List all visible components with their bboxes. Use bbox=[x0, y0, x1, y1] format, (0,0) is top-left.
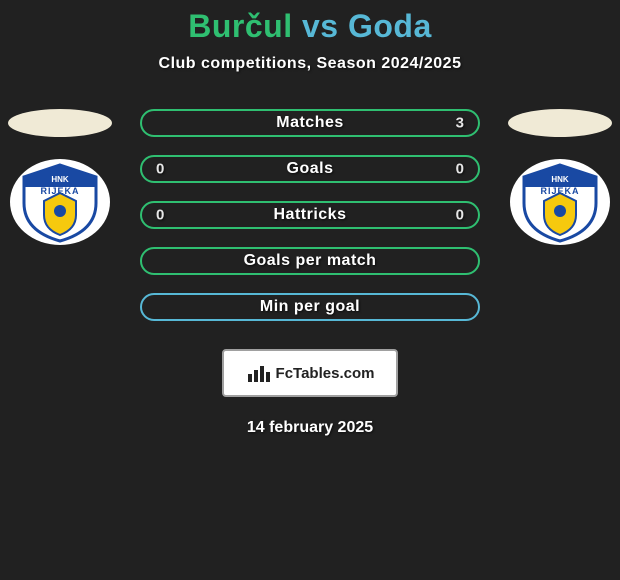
title-vs: vs bbox=[293, 8, 348, 44]
title-player1: Burčul bbox=[188, 8, 292, 44]
title-row: Burčul vs Goda bbox=[0, 0, 620, 45]
player1-silhouette bbox=[8, 109, 112, 137]
brand-text: FcTables.com bbox=[276, 365, 375, 382]
stat-left-value: 0 bbox=[156, 207, 164, 224]
stat-label: Goals bbox=[287, 160, 334, 178]
stat-pill-goals-per-match: Goals per match bbox=[140, 247, 480, 275]
stat-right-value: 0 bbox=[456, 207, 464, 224]
footer-date: 14 february 2025 bbox=[0, 419, 620, 437]
stat-pill-min-per-goal: Min per goal bbox=[140, 293, 480, 321]
page-title: Burčul vs Goda bbox=[188, 8, 432, 44]
stat-pill-matches: Matches 3 bbox=[140, 109, 480, 137]
player1-club-badge: HNK RIJEKA bbox=[10, 159, 110, 245]
stat-right-value: 3 bbox=[456, 115, 464, 132]
stats-column: Matches 3 0 Goals 0 0 Hattricks 0 Goals … bbox=[120, 109, 500, 321]
left-player-col: HNK RIJEKA bbox=[0, 109, 120, 245]
svg-text:RIJEKA: RIJEKA bbox=[540, 186, 579, 196]
hnk-rijeka-logo-icon: HNK RIJEKA bbox=[510, 159, 610, 245]
stat-label: Goals per match bbox=[244, 252, 377, 270]
club-prefix-text: HNK bbox=[51, 175, 69, 184]
player2-silhouette bbox=[508, 109, 612, 137]
hnk-rijeka-logo-icon: HNK RIJEKA bbox=[10, 159, 110, 245]
stat-pill-hattricks: 0 Hattricks 0 bbox=[140, 201, 480, 229]
svg-text:HNK: HNK bbox=[551, 175, 569, 184]
stat-pill-goals: 0 Goals 0 bbox=[140, 155, 480, 183]
root: Burčul vs Goda Club competitions, Season… bbox=[0, 0, 620, 437]
title-player2: Goda bbox=[348, 8, 432, 44]
brand-bars-icon bbox=[246, 362, 272, 384]
stat-left-value: 0 bbox=[156, 161, 164, 178]
brand-box[interactable]: FcTables.com bbox=[222, 349, 398, 397]
stat-label: Hattricks bbox=[274, 206, 347, 224]
stat-label: Matches bbox=[276, 114, 344, 132]
subtitle: Club competitions, Season 2024/2025 bbox=[0, 55, 620, 73]
svg-text:RIJEKA: RIJEKA bbox=[40, 186, 79, 196]
stat-right-value: 0 bbox=[456, 161, 464, 178]
right-player-col: HNK RIJEKA bbox=[500, 109, 620, 245]
player2-club-badge: HNK RIJEKA bbox=[510, 159, 610, 245]
stat-label: Min per goal bbox=[260, 298, 360, 316]
main-layout: HNK RIJEKA Matches 3 0 Goals 0 0 Hattric… bbox=[0, 109, 620, 321]
